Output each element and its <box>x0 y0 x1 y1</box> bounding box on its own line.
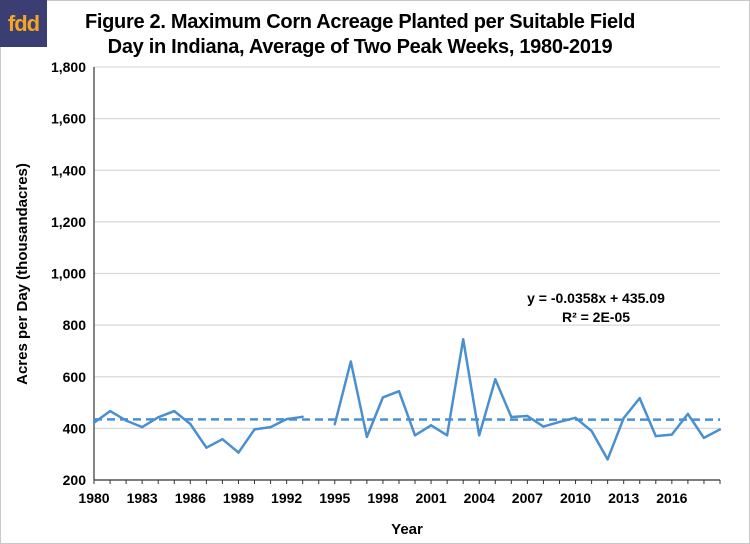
data-point <box>333 423 336 426</box>
y-tick-label: 1,600 <box>51 111 86 127</box>
data-point <box>205 446 208 449</box>
x-tick-label: 2004 <box>464 490 495 506</box>
data-point <box>686 412 690 416</box>
y-axis-label: Acres per Day (thousandacres) <box>14 163 31 385</box>
data-point <box>221 438 224 441</box>
chart-title: Figure 2. Maximum Corn Acreage Planted p… <box>60 10 660 60</box>
data-point <box>558 420 561 424</box>
data-point <box>413 434 417 437</box>
x-tick-label: 2016 <box>656 490 687 506</box>
data-point <box>478 434 481 437</box>
y-tick-label: 800 <box>63 317 87 333</box>
data-point <box>445 434 449 437</box>
y-tick-label: 400 <box>63 420 87 436</box>
data-point <box>718 428 722 431</box>
x-axis-label: Year <box>391 521 423 538</box>
data-point <box>638 396 641 400</box>
data-point <box>461 338 465 341</box>
data-point <box>269 425 272 429</box>
data-point <box>124 419 128 422</box>
x-tick-label: 1983 <box>127 490 158 506</box>
x-tick-label: 2010 <box>560 490 591 506</box>
data-point <box>349 360 353 363</box>
x-tick-label: 1995 <box>319 490 350 506</box>
x-tick-label: 2001 <box>415 490 446 506</box>
data-point <box>702 436 706 440</box>
data-point <box>92 421 96 424</box>
y-tick-label: 1,200 <box>51 214 86 230</box>
y-tick-label: 600 <box>63 369 87 385</box>
y-tick-label: 200 <box>63 472 87 488</box>
data-point <box>429 424 433 427</box>
data-point <box>301 415 304 418</box>
data-point <box>622 416 625 420</box>
data-point <box>574 416 577 419</box>
data-point <box>253 428 256 431</box>
data-point <box>189 422 192 426</box>
data-point <box>397 390 401 393</box>
data-point <box>526 414 529 418</box>
data-point <box>285 417 288 421</box>
data-point <box>510 415 513 419</box>
data-point <box>157 416 160 419</box>
data-point <box>590 429 593 433</box>
series-line <box>93 409 303 454</box>
y-tick-label: 1,800 <box>51 59 86 75</box>
y-tick-label: 1,000 <box>51 266 86 282</box>
trend-r-squared: R² = 2E-05 <box>562 309 630 325</box>
x-tick-label: 1992 <box>271 490 302 506</box>
data-point <box>542 425 545 428</box>
series-line <box>333 338 721 461</box>
x-tick-label: 1989 <box>223 490 254 506</box>
x-tick-label: 1998 <box>367 490 398 506</box>
data-point <box>237 451 240 454</box>
x-tick-label: 2013 <box>608 490 639 506</box>
y-tick-label: 1,400 <box>51 162 86 178</box>
x-tick-label: 1980 <box>78 490 109 506</box>
data-point <box>606 458 609 461</box>
x-tick-label: 1986 <box>175 490 206 506</box>
data-point <box>365 435 369 439</box>
data-point <box>140 425 144 429</box>
x-tick-label: 2007 <box>512 490 543 506</box>
data-point <box>670 433 674 436</box>
title-line-2: Day in Indiana, Average of Two Peak Week… <box>107 36 613 58</box>
data-point <box>381 396 385 399</box>
data-point <box>654 434 657 438</box>
trend-equation: y = -0.0358x + 435.09 <box>527 290 665 306</box>
data-point <box>494 378 497 381</box>
fdd-logo: fdd <box>0 0 47 47</box>
data-point <box>108 409 112 413</box>
data-point <box>173 409 176 413</box>
title-line-1: Figure 2. Maximum Corn Acreage Planted p… <box>84 11 636 33</box>
